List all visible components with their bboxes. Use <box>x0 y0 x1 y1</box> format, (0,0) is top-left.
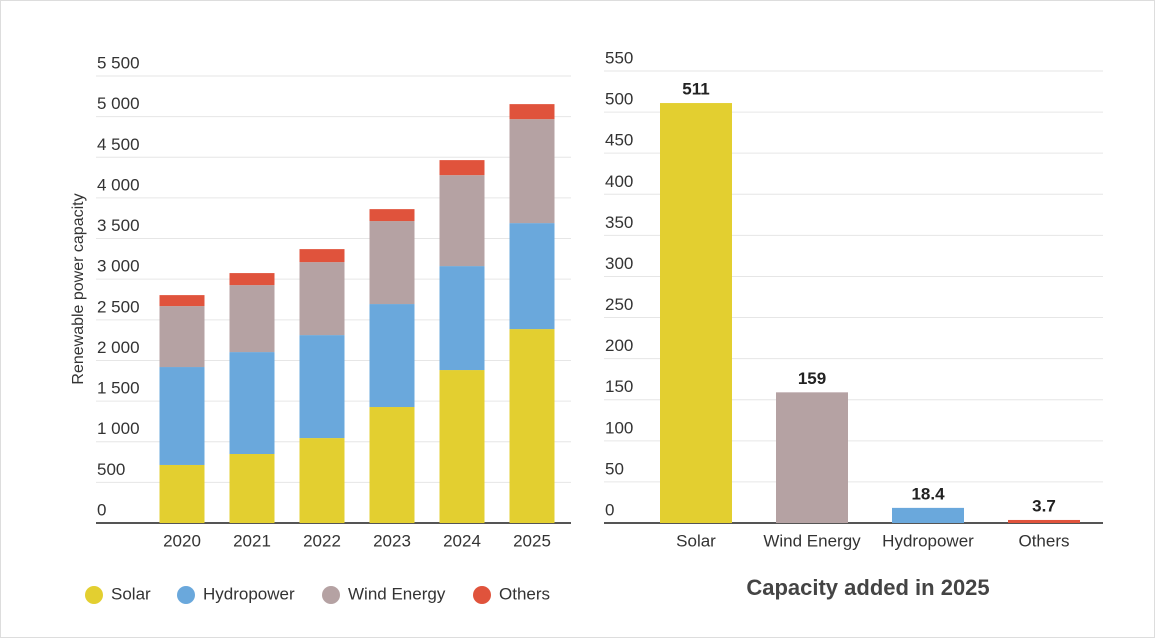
bar-segment <box>229 352 275 454</box>
legend-label: Solar <box>111 584 151 603</box>
bar-segment <box>439 266 485 371</box>
y-tick-label: 100 <box>605 418 633 437</box>
bar <box>1008 519 1080 523</box>
bar <box>776 392 848 523</box>
y-tick-label: 500 <box>97 460 125 479</box>
bar-segment <box>369 304 415 408</box>
y-tick-label: 1 500 <box>97 379 140 398</box>
bar-segment <box>159 306 205 368</box>
y-tick-label: 4 500 <box>97 135 140 154</box>
bar-segment <box>509 223 555 330</box>
bar-segment <box>369 221 415 305</box>
y-tick-label: 3 000 <box>97 257 140 276</box>
y-tick-label: 500 <box>605 90 633 109</box>
bar <box>892 507 964 523</box>
bar-segment <box>509 329 555 523</box>
x-tick-label: 2021 <box>233 531 271 550</box>
y-tick-label: 0 <box>605 500 614 519</box>
y-tick-label: 2 000 <box>97 338 140 357</box>
y-tick-label: 2 500 <box>97 297 140 316</box>
y-tick-label: 50 <box>605 459 624 478</box>
bar-segment <box>439 175 485 267</box>
x-tick-label: 2022 <box>303 531 341 550</box>
y-tick-label: 350 <box>605 213 633 232</box>
bar-segment <box>439 160 485 176</box>
y-tick-label: 5 500 <box>97 53 140 72</box>
bar <box>660 103 732 524</box>
data-label: 511 <box>682 80 709 99</box>
bar-segment <box>439 370 485 523</box>
y-axis-label: Renewable power capacity <box>70 193 87 384</box>
bar-segment <box>299 249 345 263</box>
x-tick-label: 2020 <box>163 531 201 550</box>
bar-segment <box>229 453 275 523</box>
y-tick-label: 150 <box>605 377 633 396</box>
y-tick-label: 5 000 <box>97 94 140 113</box>
bar-segment <box>299 262 345 336</box>
bar-segment <box>229 285 275 353</box>
data-label: 3.7 <box>1032 496 1056 515</box>
bar-segment <box>159 464 205 523</box>
x-tick-label: Hydropower <box>882 531 974 550</box>
y-tick-label: 400 <box>605 172 633 191</box>
legend-marker <box>322 586 340 604</box>
data-label: 159 <box>798 369 826 388</box>
y-tick-label: 250 <box>605 295 633 314</box>
legend-label: Hydropower <box>203 584 295 603</box>
y-tick-label: 200 <box>605 336 633 355</box>
y-tick-label: 4 000 <box>97 175 140 194</box>
chart-title: Capacity added in 2025 <box>746 575 989 600</box>
bar-segment <box>299 438 345 523</box>
legend-marker <box>85 586 103 604</box>
bar-segment <box>369 209 415 222</box>
x-tick-label: 2023 <box>373 531 411 550</box>
y-tick-label: 0 <box>97 500 106 519</box>
y-tick-label: 1 000 <box>97 419 140 438</box>
x-tick-label: Wind Energy <box>763 531 861 550</box>
y-tick-label: 450 <box>605 131 633 150</box>
legend-marker <box>177 586 195 604</box>
x-tick-label: 2025 <box>513 531 551 550</box>
bar-segment <box>509 119 555 224</box>
bar-segment <box>159 367 205 465</box>
y-tick-label: 300 <box>605 254 633 273</box>
y-tick-label: 550 <box>605 48 633 67</box>
bar-segment <box>299 335 345 439</box>
legend-label: Wind Energy <box>348 584 446 603</box>
bar-segment <box>229 273 275 286</box>
bar-segment <box>159 295 205 307</box>
legend-marker <box>473 586 491 604</box>
x-tick-label: 2024 <box>443 531 481 550</box>
y-tick-label: 3 500 <box>97 216 140 235</box>
x-tick-label: Others <box>1018 531 1069 550</box>
bar-segment <box>509 104 555 120</box>
legend-label: Others <box>499 584 550 603</box>
x-tick-label: Solar <box>676 531 716 550</box>
bar-segment <box>369 407 415 523</box>
data-label: 18.4 <box>911 484 945 503</box>
